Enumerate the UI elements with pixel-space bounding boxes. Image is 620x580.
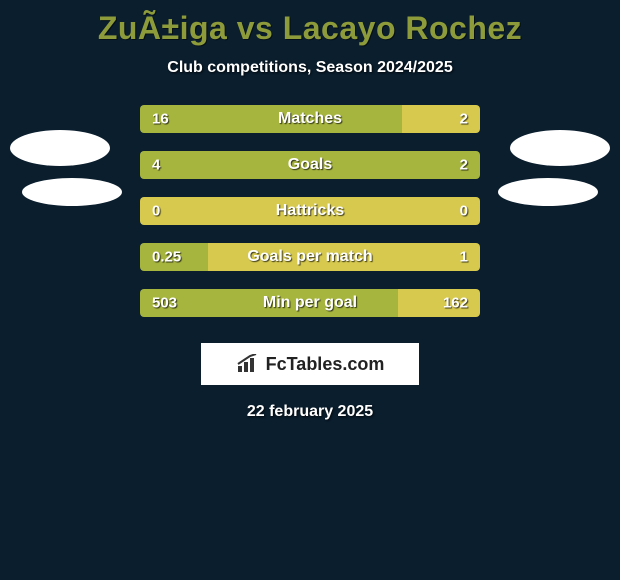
subtitle: Club competitions, Season 2024/2025 (0, 59, 620, 77)
stat-value-left: 0 (152, 203, 160, 220)
stat-label: Matches (278, 110, 342, 128)
stat-row: 503 162 Min per goal (0, 289, 620, 335)
stat-row: 16 2 Matches (0, 105, 620, 151)
stat-bar: 4 2 Goals (140, 151, 480, 179)
stat-row: 0.25 1 Goals per match (0, 243, 620, 289)
stat-bar: 0 0 Hattricks (140, 197, 480, 225)
stat-value-right: 2 (460, 157, 468, 174)
fctables-logo[interactable]: FcTables.com (201, 343, 419, 385)
stat-bar: 16 2 Matches (140, 105, 480, 133)
stat-value-left: 4 (152, 157, 160, 174)
comparison-date: 22 february 2025 (0, 403, 620, 421)
stat-row: 0 0 Hattricks (0, 197, 620, 243)
bar-chart-icon (236, 354, 262, 374)
stat-bars: 162Matches42Goals00Hattricks0.251Goals p… (0, 105, 620, 335)
stat-value-left: 16 (152, 111, 169, 128)
stat-row: 4 2 Goals (0, 151, 620, 197)
stat-value-right: 2 (460, 111, 468, 128)
stat-bar: 0.25 1 Goals per match (140, 243, 480, 271)
stat-label: Min per goal (263, 294, 357, 312)
stat-value-left: 0.25 (152, 249, 181, 266)
stat-label: Goals per match (247, 248, 372, 266)
logo-text: FcTables.com (266, 354, 385, 375)
page-title: ZuÃ±iga vs Lacayo Rochez (0, 0, 620, 47)
stat-value-left: 503 (152, 295, 177, 312)
stat-label: Hattricks (276, 202, 344, 220)
stat-label: Goals (288, 156, 332, 174)
stat-value-right: 0 (460, 203, 468, 220)
stat-bar: 503 162 Min per goal (140, 289, 480, 317)
stat-value-right: 162 (443, 295, 468, 312)
stat-value-right: 1 (460, 249, 468, 266)
